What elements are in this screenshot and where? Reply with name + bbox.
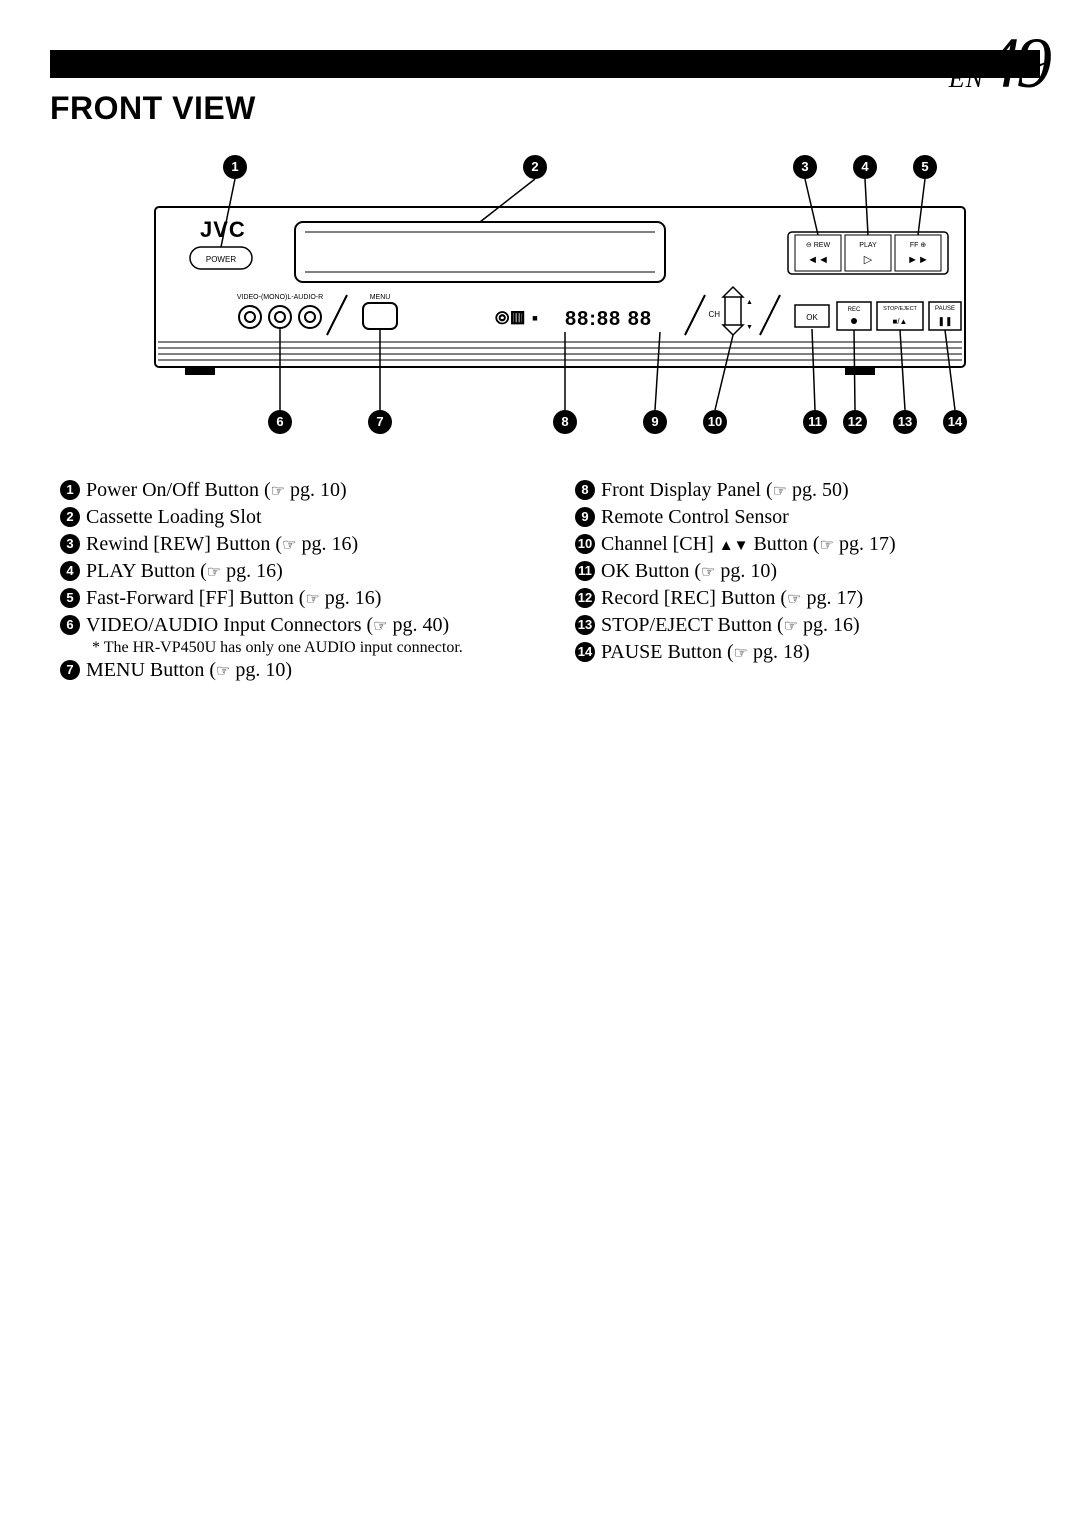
callout-item: 10 Channel [CH] ▲▼ Button (☞ pg. 17)	[575, 531, 1030, 558]
svg-text:11: 11	[808, 414, 822, 429]
callout-item: 3 Rewind [REW] Button (☞ pg. 16)	[60, 531, 515, 558]
svg-text:⊖ REW: ⊖ REW	[806, 242, 831, 249]
svg-text:◄◄: ◄◄	[807, 254, 829, 266]
callout-text: Front Display Panel (☞ pg. 50)	[601, 477, 849, 504]
callout-item: 2 Cassette Loading Slot	[60, 504, 515, 531]
callout-number-icon: 11	[575, 561, 595, 581]
callout-number-icon: 5	[60, 588, 80, 608]
svg-text:9: 9	[651, 414, 658, 429]
callout-item: 5 Fast-Forward [FF] Button (☞ pg. 16)	[60, 585, 515, 612]
svg-text:OK: OK	[806, 313, 818, 322]
callout-number-icon: 2	[60, 507, 80, 527]
svg-text:6: 6	[276, 414, 283, 429]
svg-text:■/▲: ■/▲	[893, 317, 908, 326]
svg-text:8: 8	[561, 414, 568, 429]
svg-text:CH: CH	[708, 310, 720, 319]
svg-text:PAUSE: PAUSE	[935, 306, 955, 312]
page-lang: EN	[949, 64, 984, 93]
callouts: 1 Power On/Off Button (☞ pg. 10) 2 Cassette…	[50, 477, 1040, 684]
svg-text:⦾▥ ▪: ⦾▥ ▪	[495, 308, 539, 328]
callout-number-icon: 3	[60, 534, 80, 554]
svg-text:▼: ▼	[746, 324, 753, 331]
callout-text: PLAY Button (☞ pg. 16)	[86, 558, 283, 585]
callout-item: 4 PLAY Button (☞ pg. 16)	[60, 558, 515, 585]
svg-text:14: 14	[948, 414, 963, 429]
callout-text: Cassette Loading Slot	[86, 504, 262, 531]
svg-text:3: 3	[801, 159, 808, 174]
section-title: FRONT VIEW	[50, 90, 1040, 127]
callout-item: 9 Remote Control Sensor	[575, 504, 1030, 531]
callout-number-icon: 12	[575, 588, 595, 608]
svg-text:1: 1	[231, 159, 238, 174]
svg-text:7: 7	[376, 414, 383, 429]
callout-column-right: 8 Front Display Panel (☞ pg. 50) 9 Remote C…	[575, 477, 1030, 684]
callout-item: 8 Front Display Panel (☞ pg. 50)	[575, 477, 1030, 504]
callout-text: MENU Button (☞ pg. 10)	[86, 657, 292, 684]
callout-note: * The HR-VP450U has only one AUDIO input…	[92, 639, 515, 657]
callout-number-icon: 4	[60, 561, 80, 581]
svg-text:10: 10	[708, 414, 722, 429]
svg-text:88:88 88: 88:88 88	[565, 308, 652, 330]
callout-number-icon: 13	[575, 615, 595, 635]
callout-item: 1 Power On/Off Button (☞ pg. 10)	[60, 477, 515, 504]
svg-text:❚❚: ❚❚	[937, 316, 952, 327]
svg-text:►►: ►►	[907, 254, 929, 266]
callout-number-icon: 10	[575, 534, 595, 554]
svg-text:POWER: POWER	[206, 255, 236, 264]
vcr-diagram: JVCPOWER⊖ REW ◄◄ PLAY ▷ FF ⊕►►VIDEO-(MON…	[95, 147, 995, 447]
callout-number-icon: 6	[60, 615, 80, 635]
callout-item: 14 PAUSE Button (☞ pg. 18)	[575, 639, 1030, 666]
callout-text: VIDEO/AUDIO Input Connectors (☞ pg. 40)	[86, 612, 449, 639]
callout-column-left: 1 Power On/Off Button (☞ pg. 10) 2 Cassette…	[60, 477, 515, 684]
svg-text:REC: REC	[848, 307, 861, 313]
svg-text:▲: ▲	[746, 299, 753, 306]
callout-text: OK Button (☞ pg. 10)	[601, 558, 777, 585]
callout-text: Channel [CH] ▲▼ Button (☞ pg. 17)	[601, 531, 896, 558]
callout-item: 12 Record [REC] Button (☞ pg. 17)	[575, 585, 1030, 612]
callout-number-icon: 14	[575, 642, 595, 662]
callout-text: Power On/Off Button (☞ pg. 10)	[86, 477, 347, 504]
callout-item: 13 STOP/EJECT Button (☞ pg. 16)	[575, 612, 1030, 639]
callout-text: PAUSE Button (☞ pg. 18)	[601, 639, 810, 666]
svg-text:VIDEO-(MONO)L-AUDIO-R: VIDEO-(MONO)L-AUDIO-R	[237, 294, 323, 301]
page-number: EN49	[949, 22, 1048, 105]
header-bar: EN49	[50, 50, 1040, 78]
page-num: 49	[984, 23, 1048, 103]
svg-text:MENU: MENU	[370, 294, 391, 301]
svg-text:▷: ▷	[864, 254, 873, 266]
svg-text:4: 4	[861, 159, 869, 174]
svg-text:FF ⊕: FF ⊕	[910, 242, 926, 249]
callout-number-icon: 8	[575, 480, 595, 500]
callout-item: 6 VIDEO/AUDIO Input Connectors (☞ pg. 40)	[60, 612, 515, 639]
callout-item: 11 OK Button (☞ pg. 10)	[575, 558, 1030, 585]
svg-text:13: 13	[898, 414, 912, 429]
callout-item: 7 MENU Button (☞ pg. 10)	[60, 657, 515, 684]
svg-text:2: 2	[531, 159, 538, 174]
callout-text: Record [REC] Button (☞ pg. 17)	[601, 585, 863, 612]
callout-number-icon: 1	[60, 480, 80, 500]
callout-number-icon: 9	[575, 507, 595, 527]
callout-number-icon: 7	[60, 660, 80, 680]
callout-text: Remote Control Sensor	[601, 504, 789, 531]
svg-text:12: 12	[848, 414, 862, 429]
callout-text: Fast-Forward [FF] Button (☞ pg. 16)	[86, 585, 381, 612]
svg-text:PLAY: PLAY	[859, 242, 877, 249]
callout-text: Rewind [REW] Button (☞ pg. 16)	[86, 531, 358, 558]
svg-text:5: 5	[921, 159, 928, 174]
callout-text: STOP/EJECT Button (☞ pg. 16)	[601, 612, 860, 639]
svg-text:STOP/EJECT: STOP/EJECT	[883, 306, 917, 312]
